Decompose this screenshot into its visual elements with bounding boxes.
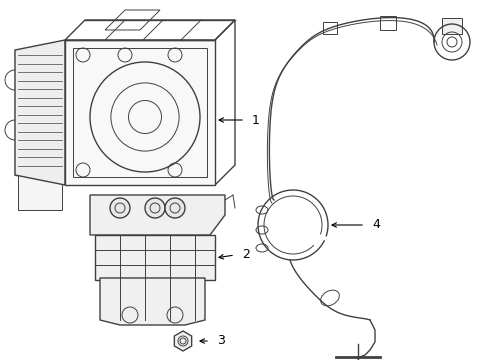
- Polygon shape: [95, 235, 215, 280]
- Bar: [18, 175, 62, 210]
- Polygon shape: [174, 331, 192, 351]
- Text: 3: 3: [217, 334, 225, 347]
- Circle shape: [110, 198, 130, 218]
- Polygon shape: [90, 195, 225, 235]
- Circle shape: [165, 198, 185, 218]
- Text: 4: 4: [372, 219, 380, 231]
- Bar: [442, 18, 462, 34]
- Polygon shape: [15, 40, 65, 185]
- Text: 2: 2: [242, 248, 250, 261]
- Bar: [323, 22, 337, 34]
- Bar: [65, 40, 215, 185]
- Bar: [380, 16, 396, 30]
- Polygon shape: [100, 278, 205, 325]
- Bar: [73, 48, 207, 177]
- Text: 1: 1: [252, 113, 260, 126]
- Polygon shape: [15, 50, 65, 175]
- Circle shape: [145, 198, 165, 218]
